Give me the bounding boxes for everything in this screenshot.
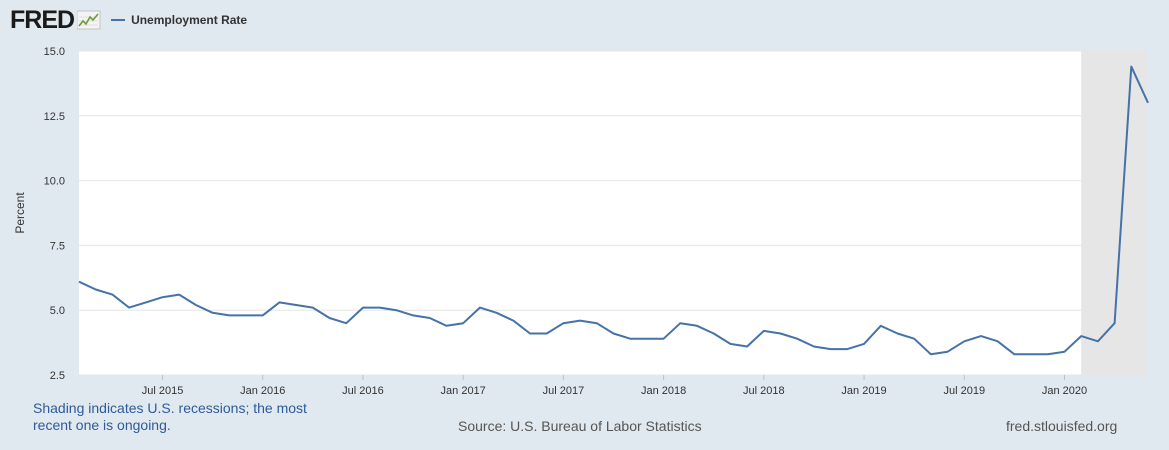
data-point[interactable] — [94, 287, 98, 291]
data-point[interactable] — [1146, 101, 1150, 105]
x-tick-label: Jul 2016 — [342, 385, 384, 397]
data-point[interactable] — [812, 344, 816, 348]
recession-note: Shading indicates U.S. recessions; the m… — [33, 400, 307, 433]
data-point[interactable] — [495, 311, 499, 315]
x-tick-label: Jan 2016 — [240, 385, 285, 397]
x-tick-label: Jul 2018 — [743, 385, 785, 397]
data-point[interactable] — [1062, 350, 1066, 354]
data-point[interactable] — [895, 332, 899, 336]
data-point[interactable] — [1029, 352, 1033, 356]
data-point[interactable] — [444, 324, 448, 328]
data-point[interactable] — [344, 321, 348, 325]
data-point[interactable] — [428, 316, 432, 320]
data-point[interactable] — [394, 308, 398, 312]
data-point[interactable] — [161, 295, 165, 299]
data-point[interactable] — [845, 347, 849, 351]
data-point[interactable] — [277, 300, 281, 304]
data-point[interactable] — [561, 321, 565, 325]
data-point[interactable] — [712, 332, 716, 336]
x-tick-label: Jan 2020 — [1042, 385, 1087, 397]
data-point[interactable] — [829, 347, 833, 351]
series-line-unemployment-rate[interactable] — [78, 65, 1149, 356]
x-tick-label: Jul 2017 — [543, 385, 585, 397]
fred-logo[interactable]: FRED — [10, 6, 75, 34]
data-point[interactable] — [728, 342, 732, 346]
chart-header: FRED Unemployment Rate — [10, 6, 247, 34]
data-point[interactable] — [1113, 321, 1117, 325]
data-point[interactable] — [979, 334, 983, 338]
data-point[interactable] — [294, 303, 298, 307]
x-tick-label: Jan 2018 — [641, 385, 686, 397]
data-point[interactable] — [177, 293, 181, 297]
data-point[interactable] — [779, 332, 783, 336]
data-point[interactable] — [612, 332, 616, 336]
plot-area — [79, 51, 1148, 375]
y-tick-label: 10.0 — [44, 176, 65, 188]
y-tick-label: 2.5 — [50, 370, 65, 382]
y-axis-title: Percent — [13, 192, 27, 234]
recession-shading — [1081, 51, 1148, 375]
legend-swatch — [111, 19, 126, 21]
data-point[interactable] — [144, 300, 148, 304]
data-point[interactable] — [261, 313, 265, 317]
x-tick-label: Jul 2015 — [142, 385, 184, 397]
data-point[interactable] — [628, 337, 632, 341]
x-tick-label: Jan 2019 — [841, 385, 886, 397]
data-point[interactable] — [1046, 352, 1050, 356]
data-point[interactable] — [378, 306, 382, 310]
data-point[interactable] — [77, 280, 81, 284]
data-point[interactable] — [1129, 65, 1133, 69]
data-point[interactable] — [511, 319, 515, 323]
data-point[interactable] — [745, 344, 749, 348]
y-tick-label: 5.0 — [50, 305, 65, 317]
site-link[interactable]: fred.stlouisfed.org — [1006, 418, 1118, 434]
data-point[interactable] — [411, 313, 415, 317]
chart-line-icon — [76, 9, 101, 31]
data-point[interactable] — [328, 316, 332, 320]
data-point[interactable] — [695, 324, 699, 328]
data-point[interactable] — [211, 311, 215, 315]
y-tick-label: 15.0 — [44, 46, 65, 58]
data-point[interactable] — [962, 339, 966, 343]
x-tick-label: Jan 2017 — [441, 385, 486, 397]
data-point[interactable] — [912, 337, 916, 341]
data-point[interactable] — [1012, 352, 1016, 356]
data-point[interactable] — [678, 321, 682, 325]
data-point[interactable] — [361, 306, 365, 310]
data-point[interactable] — [127, 306, 131, 310]
data-point[interactable] — [595, 321, 599, 325]
data-point[interactable] — [996, 339, 1000, 343]
data-point[interactable] — [244, 313, 248, 317]
data-point[interactable] — [311, 306, 315, 310]
data-point[interactable] — [662, 337, 666, 341]
data-point[interactable] — [194, 303, 198, 307]
data-point[interactable] — [578, 319, 582, 323]
data-point[interactable] — [461, 321, 465, 325]
legend-label: Unemployment Rate — [131, 13, 248, 27]
data-point[interactable] — [762, 329, 766, 333]
data-point[interactable] — [862, 342, 866, 346]
data-point[interactable] — [795, 337, 799, 341]
data-point[interactable] — [227, 313, 231, 317]
data-point[interactable] — [1096, 339, 1100, 343]
data-point[interactable] — [110, 293, 114, 297]
data-point[interactable] — [528, 332, 532, 336]
data-point[interactable] — [545, 332, 549, 336]
data-point[interactable] — [1079, 334, 1083, 338]
data-point[interactable] — [879, 324, 883, 328]
data-point[interactable] — [946, 350, 950, 354]
y-tick-label: 7.5 — [50, 240, 65, 252]
data-point[interactable] — [929, 352, 933, 356]
chart-legend[interactable]: Unemployment Rate — [111, 13, 247, 27]
data-point[interactable] — [645, 337, 649, 341]
x-tick-label: Jul 2019 — [943, 385, 985, 397]
y-tick-label: 12.5 — [44, 111, 65, 123]
source-text: Source: U.S. Bureau of Labor Statistics — [458, 418, 702, 434]
data-point[interactable] — [478, 306, 482, 310]
